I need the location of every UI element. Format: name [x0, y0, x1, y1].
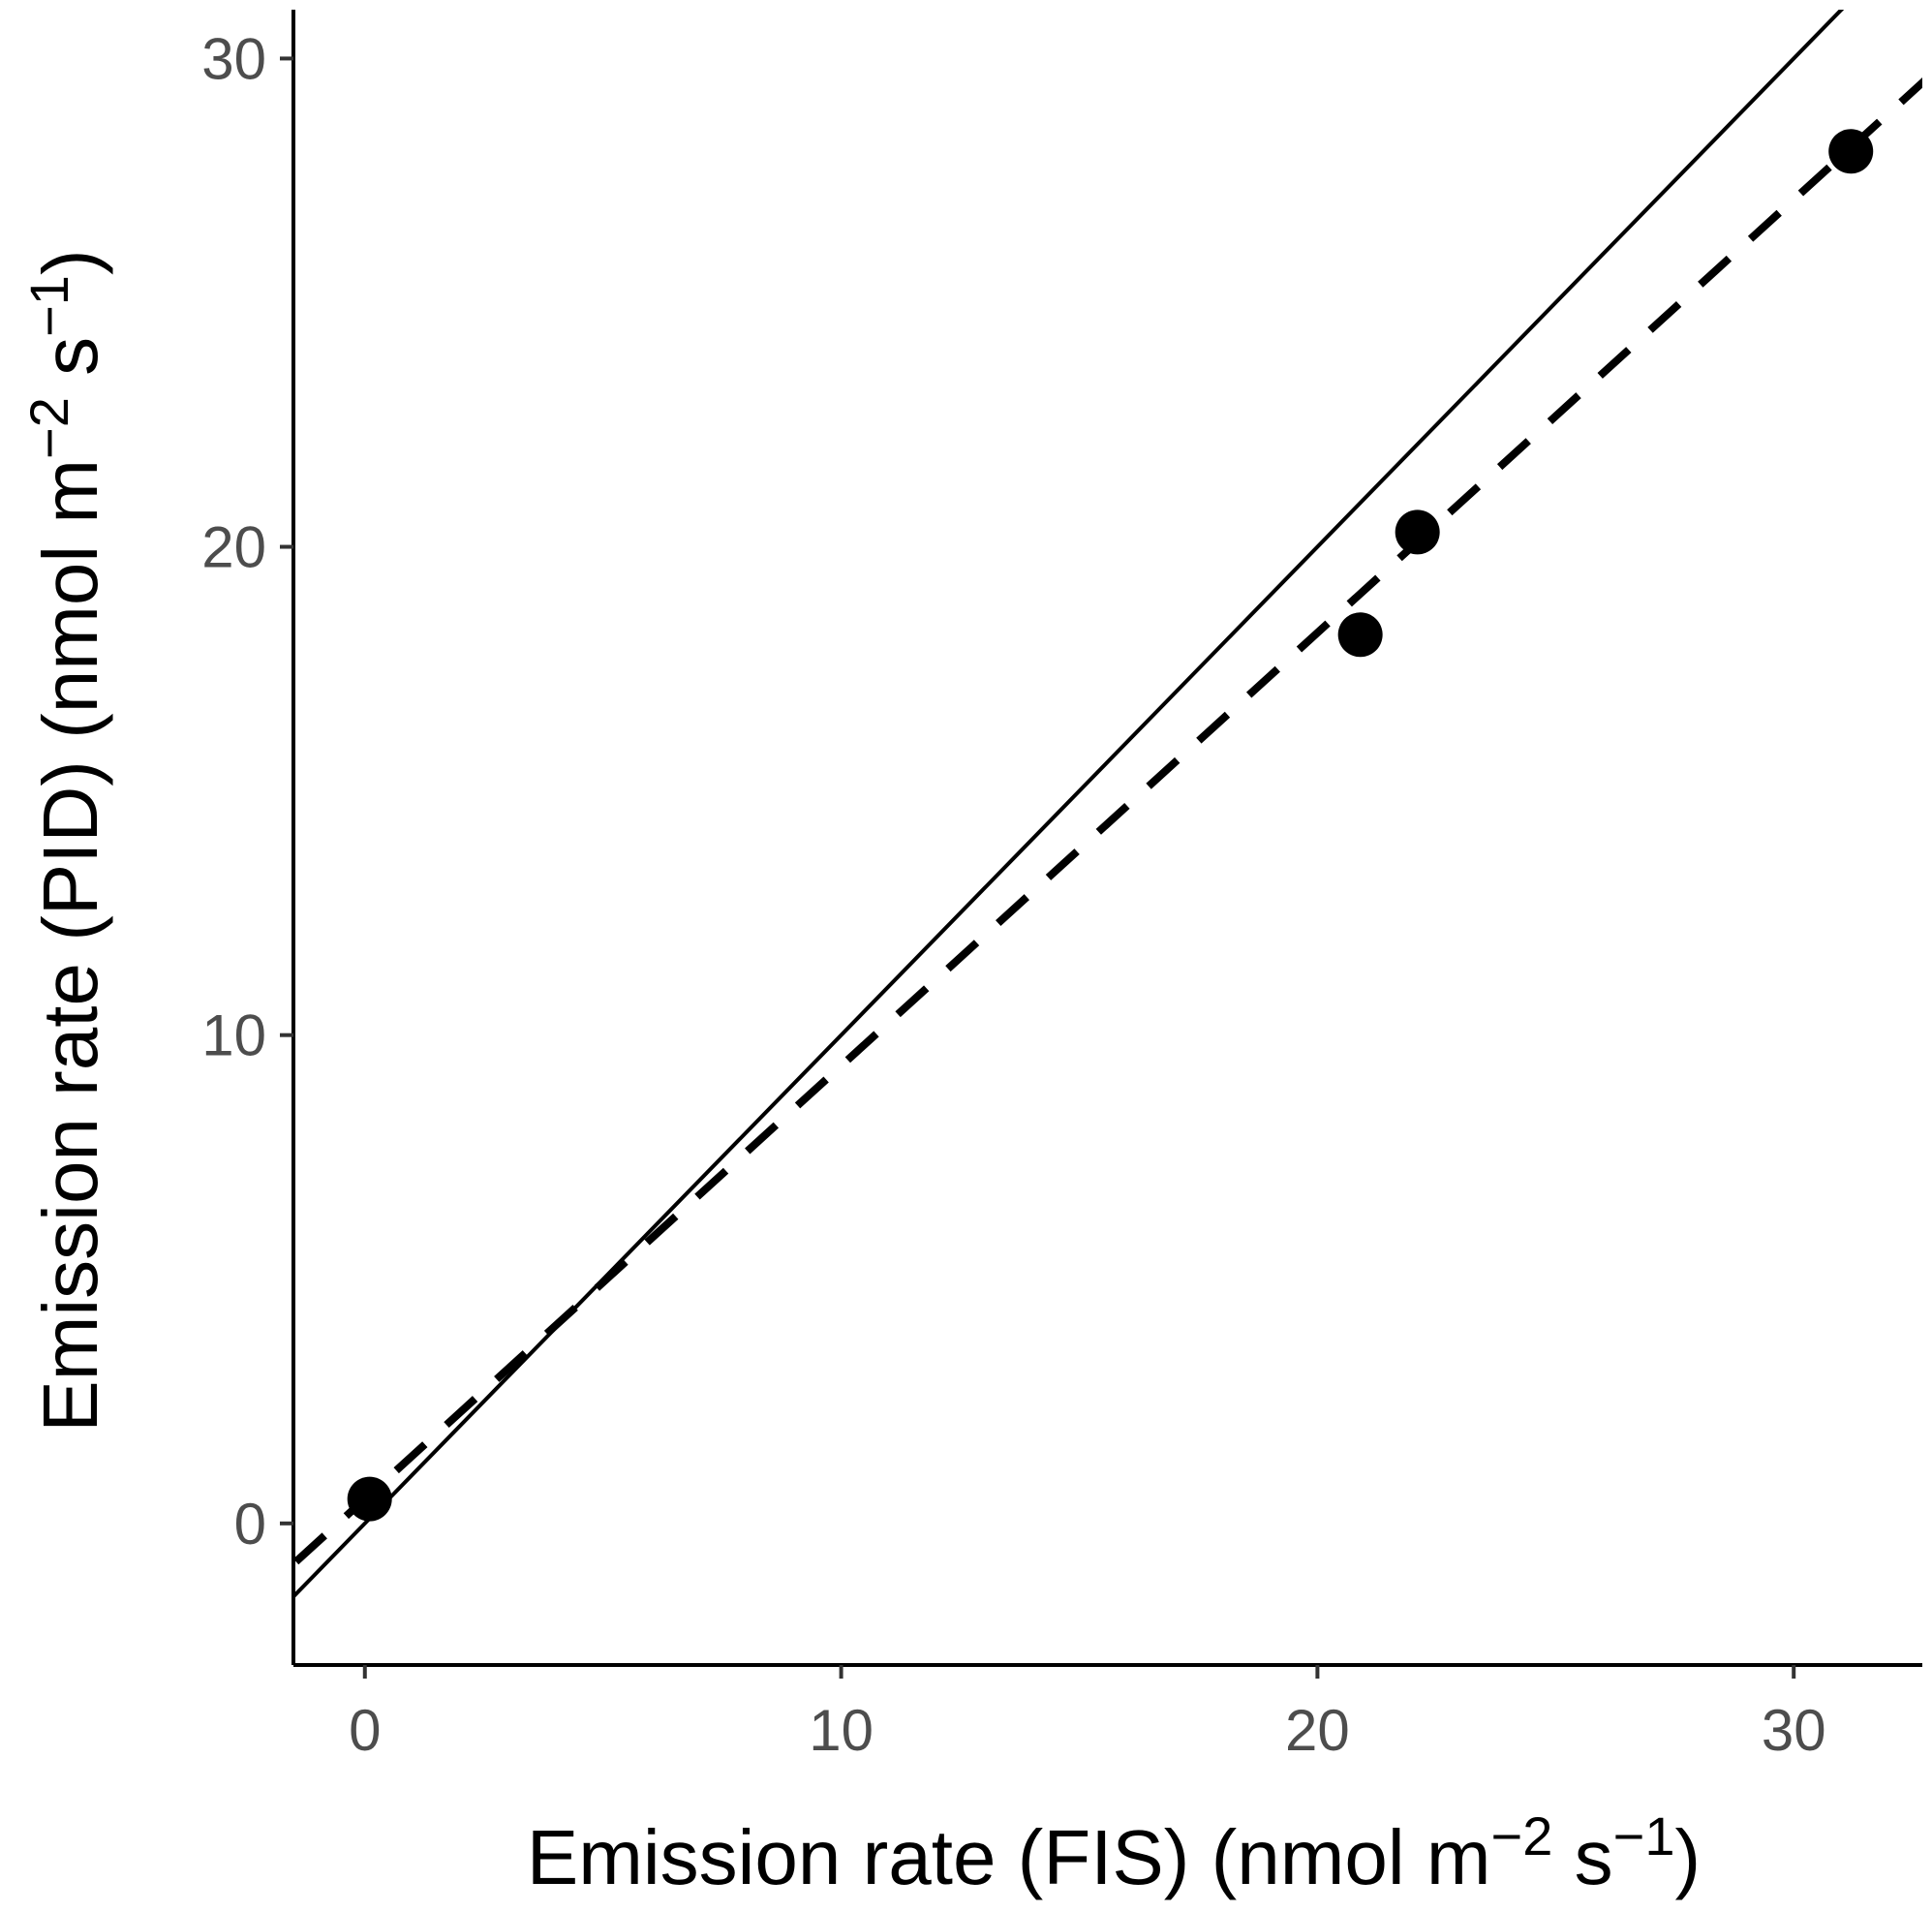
y-tick-label: 30	[201, 26, 266, 91]
x-tick-label: 30	[1762, 1698, 1826, 1763]
y-axis-title-mid: s	[27, 337, 113, 397]
data-point-4	[1828, 129, 1874, 174]
y-axis-title-end: )	[27, 249, 113, 275]
x-tick-label: 0	[349, 1698, 381, 1763]
x-axis-title-mid: s	[1552, 1814, 1612, 1900]
data-point-3	[1395, 509, 1440, 555]
y-axis-title-main: Emission rate (PID) (nmol m	[27, 459, 113, 1433]
data-point-2	[1337, 612, 1383, 658]
x-axis-title-sup1: −2	[1491, 1805, 1553, 1866]
x-tick-label: 20	[1285, 1698, 1350, 1763]
x-axis-title: Emission rate (FIS) (nmol m−2 s−1)	[527, 1805, 1701, 1900]
reference-lines	[293, 10, 1922, 1600]
data-points	[347, 129, 1874, 1522]
fit-line-dashed	[293, 77, 1922, 1570]
y-axis-ticks: 0 10 20 30	[201, 26, 293, 1557]
data-point-1	[347, 1476, 392, 1522]
y-tick-label: 20	[201, 515, 266, 580]
identity-line-solid	[293, 10, 1845, 1600]
x-tick-label: 10	[809, 1698, 874, 1763]
y-axis-title-sup1: −2	[18, 397, 79, 459]
x-axis-ticks: 0 10 20 30	[349, 1665, 1826, 1763]
x-axis-title-end: )	[1675, 1814, 1702, 1900]
y-tick-label: 0	[234, 1492, 266, 1557]
y-axis-title-sup2: −1	[18, 275, 79, 337]
y-tick-label: 10	[201, 1003, 266, 1068]
x-axis-title-main: Emission rate (FIS) (nmol m	[527, 1814, 1491, 1900]
y-axis-title: Emission rate (PID) (nmol m−2 s−1)	[18, 249, 113, 1432]
x-axis-title-sup2: −1	[1613, 1805, 1675, 1866]
